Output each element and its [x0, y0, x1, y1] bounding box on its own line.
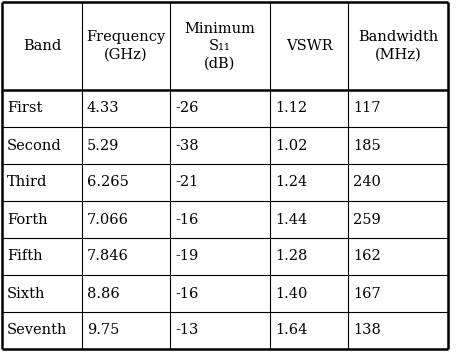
- Text: Minimum
S₁₁
(dB): Minimum S₁₁ (dB): [184, 22, 255, 70]
- Text: -21: -21: [175, 176, 198, 189]
- Text: 240: 240: [353, 176, 381, 189]
- Text: 1.64: 1.64: [275, 324, 307, 337]
- Text: -38: -38: [175, 138, 199, 153]
- Text: 1.40: 1.40: [275, 286, 307, 301]
- Text: Sixth: Sixth: [7, 286, 46, 301]
- Text: Forth: Forth: [7, 212, 47, 227]
- Text: 1.12: 1.12: [275, 102, 307, 115]
- Text: 6.265: 6.265: [87, 176, 129, 189]
- Text: 1.24: 1.24: [275, 176, 307, 189]
- Text: 162: 162: [353, 250, 381, 263]
- Text: 1.44: 1.44: [275, 212, 307, 227]
- Text: -26: -26: [175, 102, 199, 115]
- Text: -16: -16: [175, 286, 199, 301]
- Text: 8.86: 8.86: [87, 286, 120, 301]
- Text: 167: 167: [353, 286, 381, 301]
- Text: 259: 259: [353, 212, 381, 227]
- Text: 7.066: 7.066: [87, 212, 129, 227]
- Text: 4.33: 4.33: [87, 102, 119, 115]
- Text: -16: -16: [175, 212, 199, 227]
- Text: -19: -19: [175, 250, 198, 263]
- Text: 1.02: 1.02: [275, 138, 307, 153]
- Text: Fifth: Fifth: [7, 250, 43, 263]
- Text: Frequency
(GHz): Frequency (GHz): [86, 30, 165, 62]
- Text: Third: Third: [7, 176, 47, 189]
- Text: VSWR: VSWR: [286, 39, 332, 53]
- Text: Second: Second: [7, 138, 62, 153]
- Text: 185: 185: [353, 138, 381, 153]
- Text: 138: 138: [353, 324, 381, 337]
- Text: 117: 117: [353, 102, 381, 115]
- Text: 1.28: 1.28: [275, 250, 307, 263]
- Text: Seventh: Seventh: [7, 324, 67, 337]
- Text: -13: -13: [175, 324, 199, 337]
- Text: 5.29: 5.29: [87, 138, 119, 153]
- Text: Band: Band: [23, 39, 61, 53]
- Text: Bandwidth
(MHz): Bandwidth (MHz): [358, 30, 438, 62]
- Text: First: First: [7, 102, 42, 115]
- Text: 9.75: 9.75: [87, 324, 119, 337]
- Text: 7.846: 7.846: [87, 250, 129, 263]
